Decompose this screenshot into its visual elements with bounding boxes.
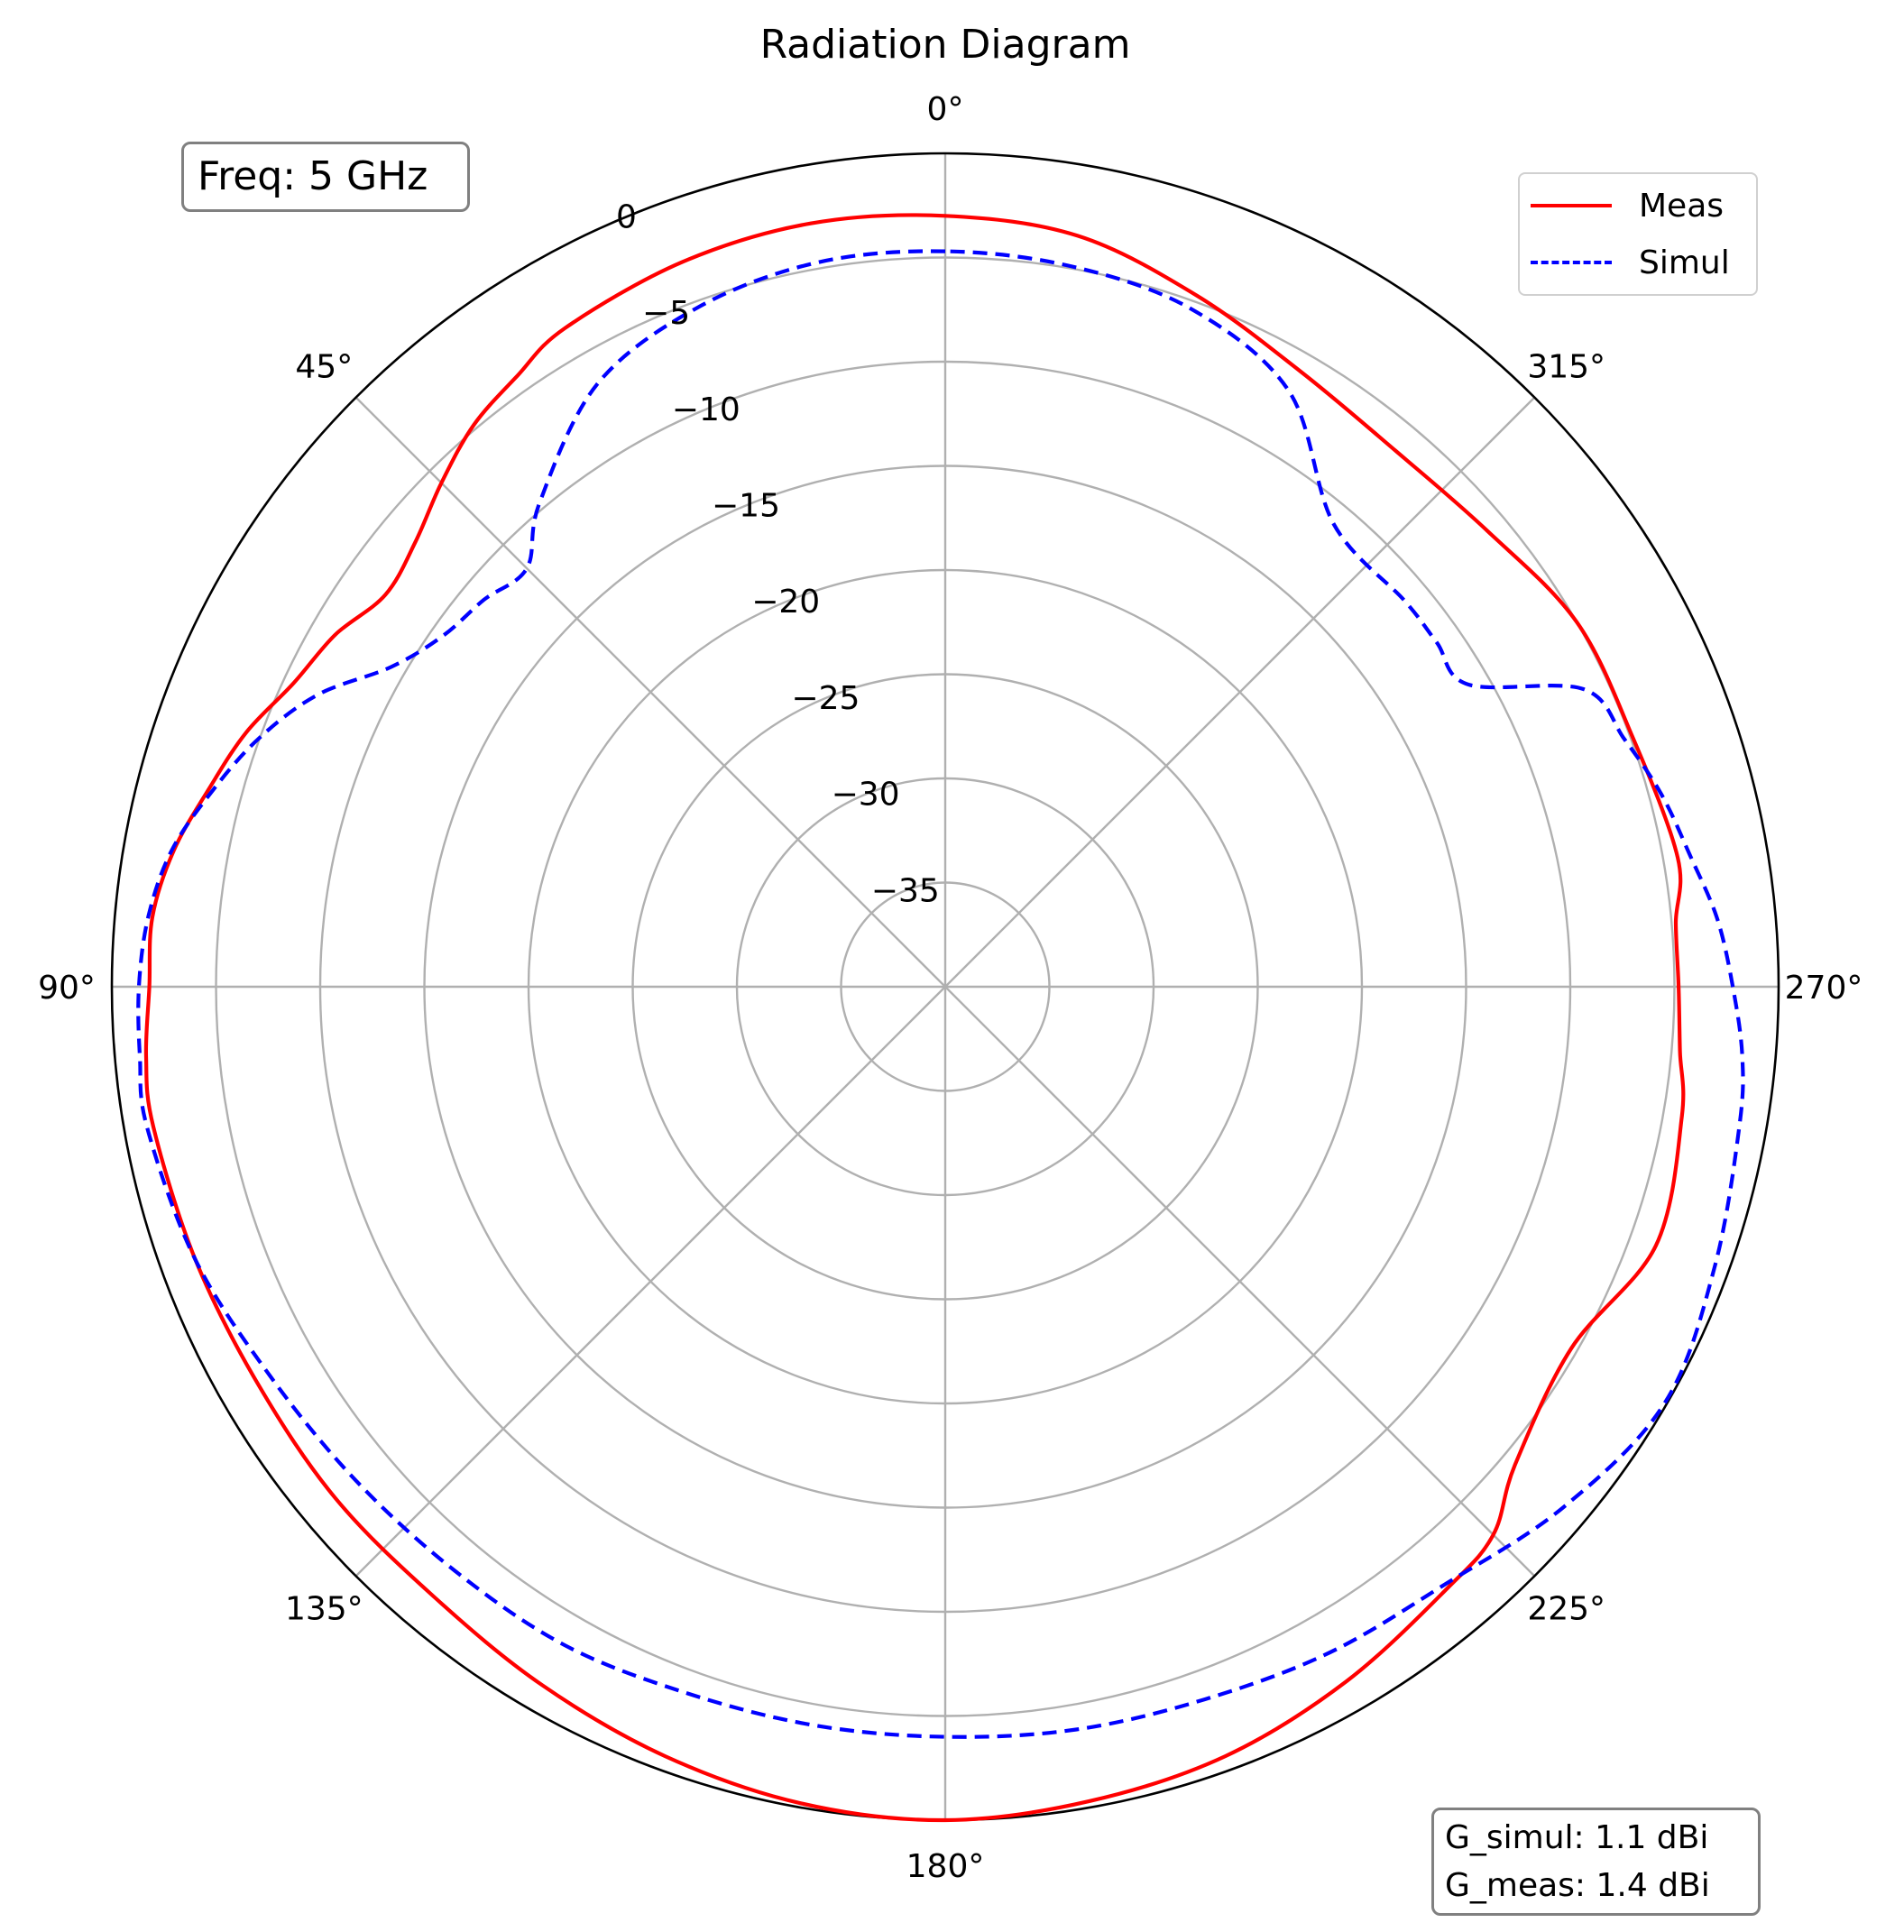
theta-gridline-3 xyxy=(354,986,946,1578)
theta-tick-label-0: 0° xyxy=(927,91,964,128)
series-line-simul xyxy=(136,249,1745,1739)
axis-tick-labels: 0° 45° 90° 135° 180° 225° 270° 315° 0 −5 −10 −15 −20… xyxy=(38,91,1863,1885)
legend-entry-simul: Simul xyxy=(1531,240,1730,285)
legend-label-meas: Meas xyxy=(1639,187,1725,225)
series-line-meas xyxy=(143,213,1686,1823)
gain-annotation: G_simul: 1.1 dBi G_meas: 1.4 dBi xyxy=(1431,1808,1761,1916)
theta-tick-label-3: 135° xyxy=(285,1591,363,1628)
theta-tick-label-1: 45° xyxy=(295,348,353,385)
chart-title: Radiation Diagram xyxy=(760,22,1131,68)
theta-gridline-7 xyxy=(944,396,1536,988)
r-tick-label-4: −20 xyxy=(751,584,820,621)
theta-tick-label-2: 90° xyxy=(38,970,96,1007)
r-tick-label-0: 0 xyxy=(616,198,637,235)
legend-entry-meas: Meas xyxy=(1531,183,1724,228)
r-tick-label-1: −5 xyxy=(642,295,690,332)
legend-swatch-simul xyxy=(1531,261,1612,264)
r-tick-label-6: −30 xyxy=(832,777,900,814)
theta-tick-label-7: 315° xyxy=(1527,348,1605,385)
theta-tick-label-6: 270° xyxy=(1785,970,1863,1007)
theta-gridline-1 xyxy=(354,396,946,988)
legend-label-simul: Simul xyxy=(1639,244,1730,281)
gain-simul-label: G_simul: 1.1 dBi xyxy=(1445,1819,1709,1856)
legend: Meas Simul xyxy=(1518,172,1758,296)
polar-grid xyxy=(110,152,1780,1822)
legend-swatch-meas xyxy=(1531,204,1612,207)
r-tick-label-3: −15 xyxy=(712,488,780,525)
r-tick-label-5: −25 xyxy=(791,680,860,717)
r-tick-label-2: −10 xyxy=(672,391,740,428)
gain-meas-label: G_meas: 1.4 dBi xyxy=(1445,1867,1710,1904)
theta-tick-label-5: 225° xyxy=(1527,1591,1605,1628)
theta-gridline-5 xyxy=(944,986,1536,1578)
data-series xyxy=(136,213,1745,1823)
theta-tick-label-4: 180° xyxy=(906,1848,985,1885)
r-tick-label-7: −35 xyxy=(871,872,940,909)
frequency-label: Freq: 5 GHz xyxy=(198,153,428,199)
frequency-annotation: Freq: 5 GHz xyxy=(181,142,470,212)
